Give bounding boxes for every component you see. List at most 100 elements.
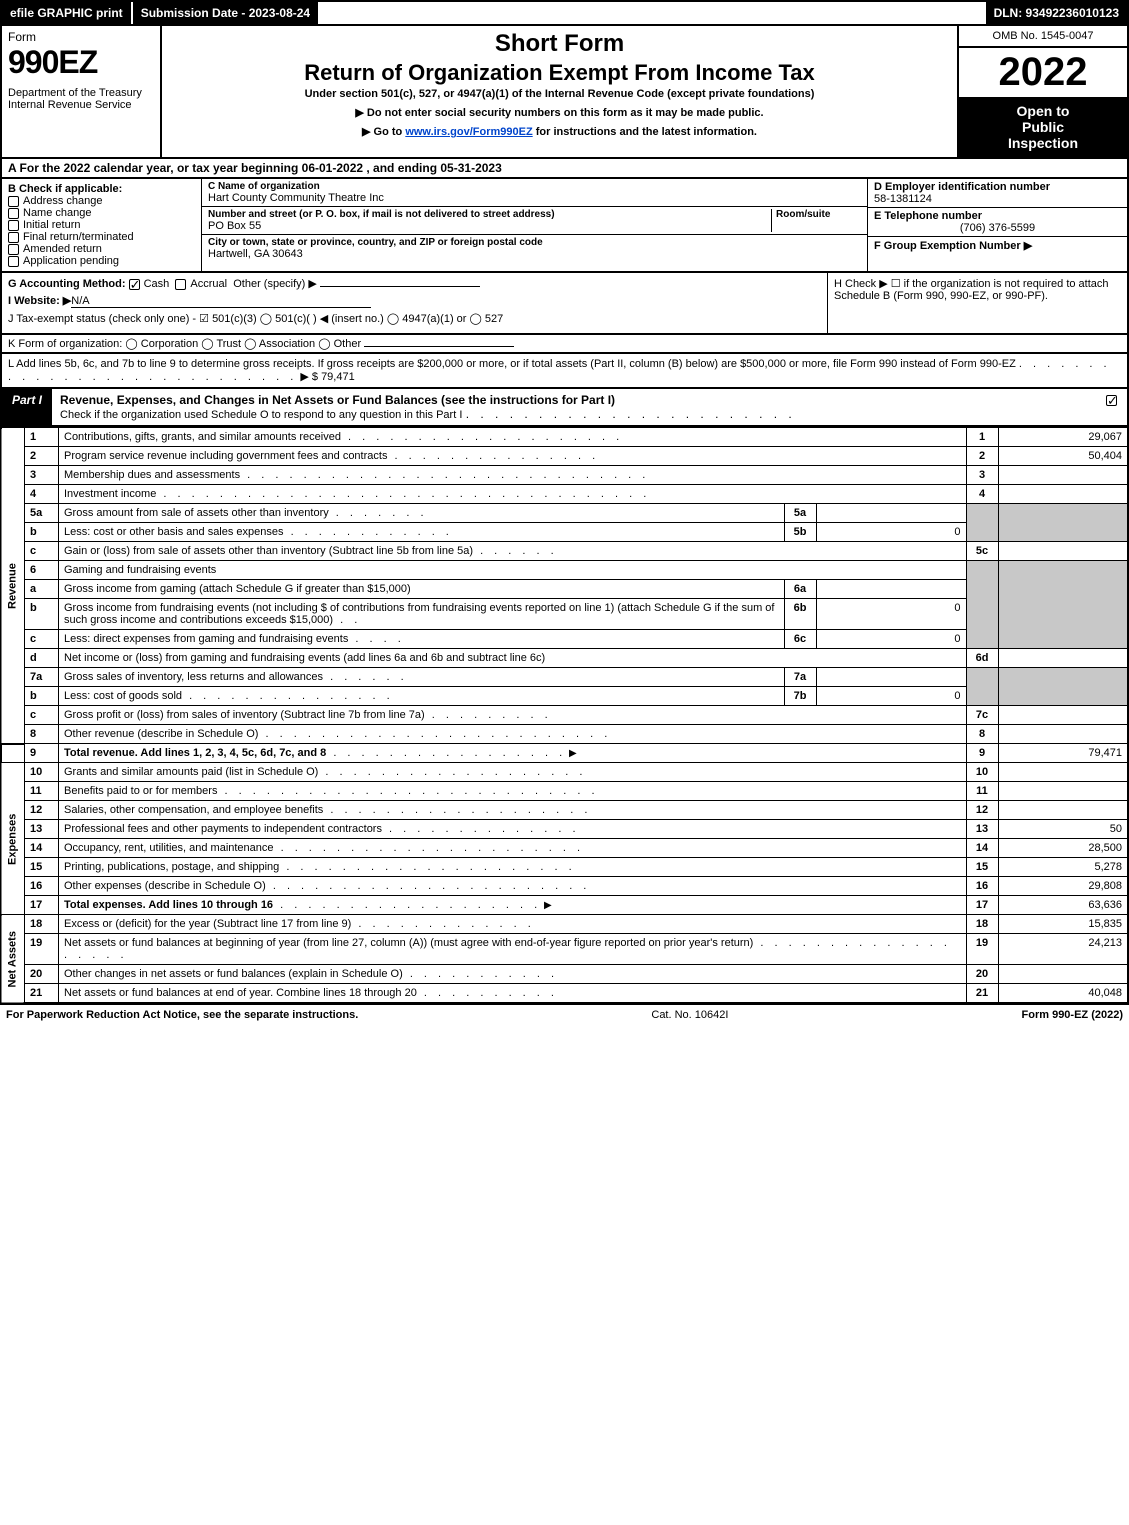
line-6a-mnum: 6a xyxy=(784,580,816,599)
under-section-text: Under section 501(c), 527, or 4947(a)(1)… xyxy=(168,88,951,100)
expenses-side-label: Expenses xyxy=(1,763,25,915)
net-assets-side-label: Net Assets xyxy=(1,915,25,1004)
line-12-num: 12 xyxy=(25,801,59,820)
section-h: H Check ▶ ☐ if the organization is not r… xyxy=(827,273,1127,333)
line-6b-desc: Gross income from fundraising events (no… xyxy=(59,599,785,630)
cash-checkbox[interactable] xyxy=(129,279,140,290)
line-16-rnum: 16 xyxy=(966,877,998,896)
grey-6-val xyxy=(998,561,1128,649)
line-6a-mval xyxy=(816,580,966,599)
l-amount: ▶ $ 79,471 xyxy=(300,371,354,383)
line-5c-desc: Gain or (loss) from sale of assets other… xyxy=(59,542,967,561)
line-6a-num: a xyxy=(25,580,59,599)
line-20-rnum: 20 xyxy=(966,965,998,984)
topbar-spacer xyxy=(320,2,985,24)
accrual-checkbox[interactable] xyxy=(175,279,186,290)
submission-date-button[interactable]: Submission Date - 2023-08-24 xyxy=(133,2,320,24)
line-7b-mval: 0 xyxy=(816,687,966,706)
f-group-label: F Group Exemption Number ▶ xyxy=(874,239,1121,252)
efile-button[interactable]: efile GRAPHIC print xyxy=(2,2,133,24)
line-20-desc: Other changes in net assets or fund bala… xyxy=(59,965,967,984)
goto-line: ▶ Go to www.irs.gov/Form990EZ for instru… xyxy=(168,125,951,138)
k-text: K Form of organization: ◯ Corporation ◯ … xyxy=(8,338,364,350)
grey-6 xyxy=(966,561,998,649)
line-13-desc: Professional fees and other payments to … xyxy=(59,820,967,839)
line-15-rnum: 15 xyxy=(966,858,998,877)
line-4-num: 4 xyxy=(25,485,59,504)
line-17-rnum: 17 xyxy=(966,896,998,915)
line-5b-mval: 0 xyxy=(816,523,966,542)
section-l: L Add lines 5b, 6c, and 7b to line 9 to … xyxy=(0,354,1129,389)
e-tel-label: E Telephone number xyxy=(874,210,1121,222)
line-14-num: 14 xyxy=(25,839,59,858)
line-6c-desc: Less: direct expenses from gaming and fu… xyxy=(59,630,785,649)
line-13-value: 50 xyxy=(998,820,1128,839)
org-street: PO Box 55 xyxy=(208,220,771,232)
line-5a-mnum: 5a xyxy=(784,504,816,523)
line-5b-num: b xyxy=(25,523,59,542)
line-6d-num: d xyxy=(25,649,59,668)
g-label: G Accounting Method: xyxy=(8,278,126,290)
address-change-checkbox[interactable] xyxy=(8,196,19,207)
line-8-value xyxy=(998,725,1128,744)
line-6b-mnum: 6b xyxy=(784,599,816,630)
line-4-desc: Investment income . . . . . . . . . . . … xyxy=(59,485,967,504)
line-6d-rnum: 6d xyxy=(966,649,998,668)
amended-return-checkbox[interactable] xyxy=(8,244,19,255)
line-17-num: 17 xyxy=(25,896,59,915)
b-item-2: Initial return xyxy=(23,219,80,231)
section-k: K Form of organization: ◯ Corporation ◯ … xyxy=(0,335,1129,354)
tax-year: 2022 xyxy=(959,48,1127,97)
open-line3: Inspection xyxy=(963,135,1123,151)
return-title: Return of Organization Exempt From Incom… xyxy=(168,60,951,86)
b-item-4: Amended return xyxy=(23,243,102,255)
line-9-value: 79,471 xyxy=(998,744,1128,763)
name-change-checkbox[interactable] xyxy=(8,208,19,219)
line-1-desc: Contributions, gifts, grants, and simila… xyxy=(59,428,967,447)
line-6d-desc: Net income or (loss) from gaming and fun… xyxy=(59,649,967,668)
line-14-desc: Occupancy, rent, utilities, and maintena… xyxy=(59,839,967,858)
part1-table: Revenue 1 Contributions, gifts, grants, … xyxy=(0,427,1129,1004)
g-accrual: Accrual xyxy=(190,278,227,290)
line-7c-desc: Gross profit or (loss) from sales of inv… xyxy=(59,706,967,725)
line-19-value: 24,213 xyxy=(998,934,1128,965)
dln-label: DLN: 93492236010123 xyxy=(986,2,1127,24)
application-pending-checkbox[interactable] xyxy=(8,256,19,267)
line-10-value xyxy=(998,763,1128,782)
line-7c-rnum: 7c xyxy=(966,706,998,725)
c-room-label: Room/suite xyxy=(776,209,861,220)
line-17-desc: Total expenses. Add lines 10 through 16 … xyxy=(59,896,967,915)
line-14-rnum: 14 xyxy=(966,839,998,858)
line-7b-num: b xyxy=(25,687,59,706)
part1-check-note: Check if the organization used Schedule … xyxy=(60,409,462,421)
goto-prefix: ▶ Go to xyxy=(362,126,405,138)
irs-link[interactable]: www.irs.gov/Form990EZ xyxy=(405,126,532,138)
line-9-num: 9 xyxy=(25,744,59,763)
page-footer: For Paperwork Reduction Act Notice, see … xyxy=(0,1004,1129,1025)
grey-7-val xyxy=(998,668,1128,706)
c-city-label: City or town, state or province, country… xyxy=(208,237,861,248)
line-14-value: 28,500 xyxy=(998,839,1128,858)
line-18-rnum: 18 xyxy=(966,915,998,934)
line-2-value: 50,404 xyxy=(998,447,1128,466)
line-21-desc: Net assets or fund balances at end of ye… xyxy=(59,984,967,1004)
department-text: Department of the Treasury Internal Reve… xyxy=(8,87,154,111)
line-3-desc: Membership dues and assessments . . . . … xyxy=(59,466,967,485)
line-j: J Tax-exempt status (check only one) - ☑… xyxy=(8,312,821,325)
line-6c-mval: 0 xyxy=(816,630,966,649)
part1-dots: . . . . . . . . . . . . . . . . . . . . … xyxy=(466,407,796,421)
line-5a-mval xyxy=(816,504,966,523)
line-19-desc: Net assets or fund balances at beginning… xyxy=(59,934,967,965)
final-return-checkbox[interactable] xyxy=(8,232,19,243)
initial-return-checkbox[interactable] xyxy=(8,220,19,231)
part1-checkbox-cell xyxy=(1100,389,1127,425)
i-label: I Website: ▶ xyxy=(8,295,71,307)
b-label: B Check if applicable: xyxy=(8,183,195,195)
line-7b-desc: Less: cost of goods sold . . . . . . . .… xyxy=(59,687,785,706)
line-18-desc: Excess or (deficit) for the year (Subtra… xyxy=(59,915,967,934)
line-8-num: 8 xyxy=(25,725,59,744)
line-9-rnum: 9 xyxy=(966,744,998,763)
line-6c-mnum: 6c xyxy=(784,630,816,649)
schedule-o-checkbox[interactable] xyxy=(1106,395,1117,406)
line-7a-mval xyxy=(816,668,966,687)
